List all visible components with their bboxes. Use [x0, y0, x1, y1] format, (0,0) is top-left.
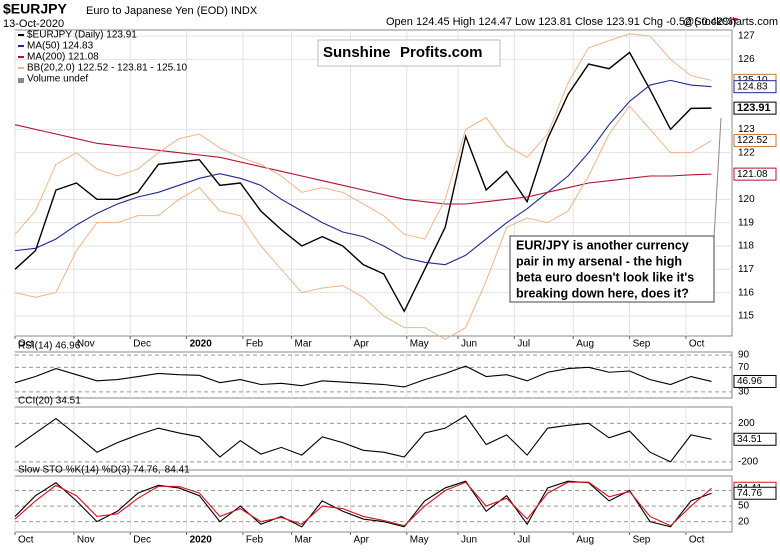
y-tick-label: 20 — [738, 516, 750, 527]
x-tick-label: Apr — [353, 339, 369, 350]
x-tick-label: 2020 — [190, 339, 213, 350]
x-tick-label: Nov — [77, 339, 95, 350]
x-tick-label: May — [410, 535, 429, 546]
watermark: Profits.com — [400, 44, 483, 61]
annotation-line: pair in my arsenal - the high — [516, 254, 682, 268]
value-tag-label: 124.83 — [737, 81, 768, 92]
x-tick-label: Aug — [576, 535, 594, 546]
line — [14, 480, 712, 528]
value-tag — [733, 374, 777, 388]
value-tag — [733, 167, 777, 181]
watermark: Sunshine — [323, 44, 391, 61]
x-tick-label: Apr — [353, 535, 369, 546]
annotation-line: breaking down here, does it? — [516, 286, 689, 300]
value-tag — [733, 80, 777, 94]
legend-swatch — [18, 78, 24, 83]
value-tag-label: 34.51 — [737, 434, 762, 445]
x-tick-label: 2020 — [190, 535, 213, 546]
x-tick-label: Dec — [133, 339, 151, 350]
x-tick-label: Jun — [461, 535, 477, 546]
instrument-name: Euro to Japanese Yen (EOD) INDX — [86, 5, 258, 17]
legend-label: MA(50) 124.83 — [27, 41, 94, 52]
y-tick-label: 126 — [738, 54, 755, 65]
line — [14, 124, 712, 205]
x-tick-label: Mar — [295, 535, 313, 546]
panel — [14, 351, 733, 399]
legend-label: BB(20,2.0) 122.52 - 123.81 - 125.10 — [27, 63, 188, 74]
y-tick-label: 115 — [738, 311, 754, 322]
x-tick-label: Sep — [633, 535, 651, 546]
y-tick-label: 122 — [738, 147, 755, 158]
y-tick-label: 116 — [738, 287, 754, 298]
x-tick-label: Dec — [133, 535, 151, 546]
legend-swatch — [18, 34, 24, 36]
line — [14, 79, 712, 266]
y-tick-label: 70 — [738, 362, 750, 373]
x-tick-label: Feb — [246, 535, 264, 546]
x-tick-label: May — [410, 339, 429, 350]
x-tick-label: Oct — [689, 535, 705, 546]
legend-label: MA(200) 121.08 — [27, 52, 99, 63]
value-tag-label: 123.91 — [737, 102, 771, 114]
value-tag — [733, 486, 777, 500]
symbol: $EURJPY — [3, 1, 67, 17]
legend-swatch — [18, 56, 24, 58]
line — [14, 51, 712, 313]
y-tick-label: 127 — [738, 31, 755, 42]
line — [14, 414, 712, 463]
annotation-line: EUR/JPY is another currency — [516, 238, 689, 252]
panel-title: Slow STO %K(14) %D(3) 74.76, — [18, 465, 161, 476]
source: @StockCharts.com — [683, 16, 778, 28]
y-tick-label: 120 — [738, 194, 755, 205]
x-tick-label: Jun — [461, 339, 477, 350]
quote: Open 124.45 High 124.47 Low 123.81 Close… — [386, 16, 736, 28]
y-tick-label: -200 — [738, 456, 758, 467]
y-tick-label: 50 — [738, 501, 750, 512]
legend-label: Volume undef — [27, 74, 88, 85]
legend-label: $EURJPY (Daily) 123.91 — [27, 30, 137, 41]
panel — [14, 406, 733, 471]
line — [14, 365, 712, 388]
legend-swatch — [18, 45, 24, 47]
y-tick-label: 30 — [738, 387, 750, 398]
line — [14, 105, 712, 340]
x-tick-label: Jul — [517, 339, 530, 350]
down-arrow — [732, 18, 738, 23]
x-tick-label: Oct — [18, 535, 34, 546]
annotation-line: beta euro doesn't look like it's — [516, 270, 694, 284]
x-tick-label: Feb — [246, 339, 264, 350]
watermark-box — [317, 39, 501, 67]
value-tag-label: 46.96 — [737, 376, 762, 387]
value-tag-label: 121.08 — [737, 169, 768, 180]
annotation-box — [509, 235, 715, 303]
value-tag-label: 74.76 — [737, 488, 762, 499]
line — [14, 481, 712, 527]
x-tick-label: Aug — [576, 339, 594, 350]
y-tick-label: 117 — [738, 264, 754, 275]
panel-title: RSI(14) 46.96 — [18, 341, 81, 352]
y-tick-label: 118 — [738, 241, 754, 252]
y-tick-label: 123 — [738, 124, 755, 135]
line — [14, 33, 712, 240]
value-tag — [733, 134, 777, 148]
y-tick-label: 90 — [738, 350, 750, 361]
value-tag — [733, 432, 777, 446]
value-tag — [733, 101, 777, 115]
x-tick-label: Oct — [18, 339, 34, 350]
legend-swatch — [18, 67, 24, 69]
panel-title: CCI(20) 34.51 — [18, 396, 81, 407]
x-tick-label: Nov — [77, 535, 95, 546]
panel-title-extra: 84.41 — [165, 465, 190, 476]
x-tick-label: Sep — [633, 339, 651, 350]
x-tick-label: Oct — [689, 339, 705, 350]
y-tick-label: 200 — [738, 418, 755, 429]
date: 13-Oct-2020 — [3, 18, 64, 30]
y-tick-label: 119 — [738, 217, 754, 228]
panel — [14, 475, 733, 533]
x-tick-label: Mar — [295, 339, 313, 350]
x-tick-label: Jul — [517, 535, 530, 546]
value-tag-label: 122.52 — [737, 135, 768, 146]
callout-line — [713, 117, 722, 239]
